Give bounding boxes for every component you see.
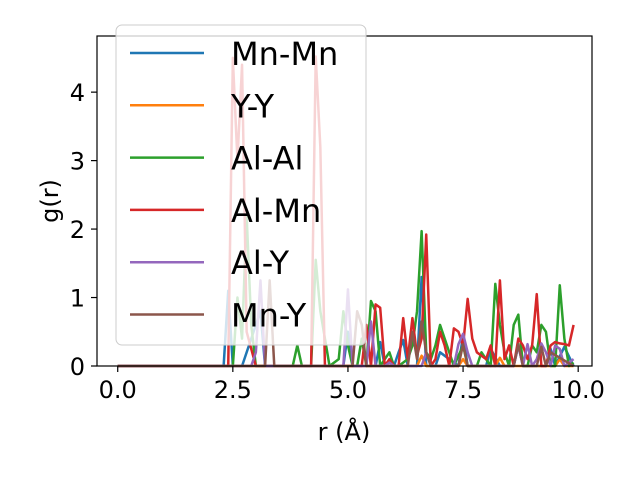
y-tick-label: 3	[70, 148, 85, 176]
y-tick-label: 0	[70, 353, 85, 381]
x-tick-label: 2.5	[214, 376, 252, 404]
x-axis: 0.0 2.5 5.0 7.5 10.0	[99, 366, 605, 404]
y-tick-label: 2	[70, 216, 85, 244]
legend-label: Al-Y	[231, 244, 290, 282]
legend-label: Y-Y	[230, 87, 275, 125]
y-tick-label: 1	[70, 285, 85, 313]
legend-label: Al-Al	[231, 140, 303, 178]
legend-label: Mn-Mn	[231, 35, 338, 73]
x-tick-label: 0.0	[99, 376, 137, 404]
x-tick-label: 5.0	[329, 376, 367, 404]
y-axis: 0 1 2 3 4	[70, 79, 97, 381]
x-tick-label: 10.0	[551, 376, 604, 404]
legend-label: Mn-Y	[231, 297, 307, 335]
legend-label: Al-Mn	[231, 192, 321, 230]
legend: Mn-Mn Y-Y Al-Al Al-Mn Al-Y Mn-Y	[115, 24, 367, 346]
y-tick-label: 4	[70, 79, 85, 107]
x-tick-label: 7.5	[444, 376, 482, 404]
y-axis-title: g(r)	[36, 179, 64, 223]
x-axis-title: r (Å)	[318, 417, 371, 446]
